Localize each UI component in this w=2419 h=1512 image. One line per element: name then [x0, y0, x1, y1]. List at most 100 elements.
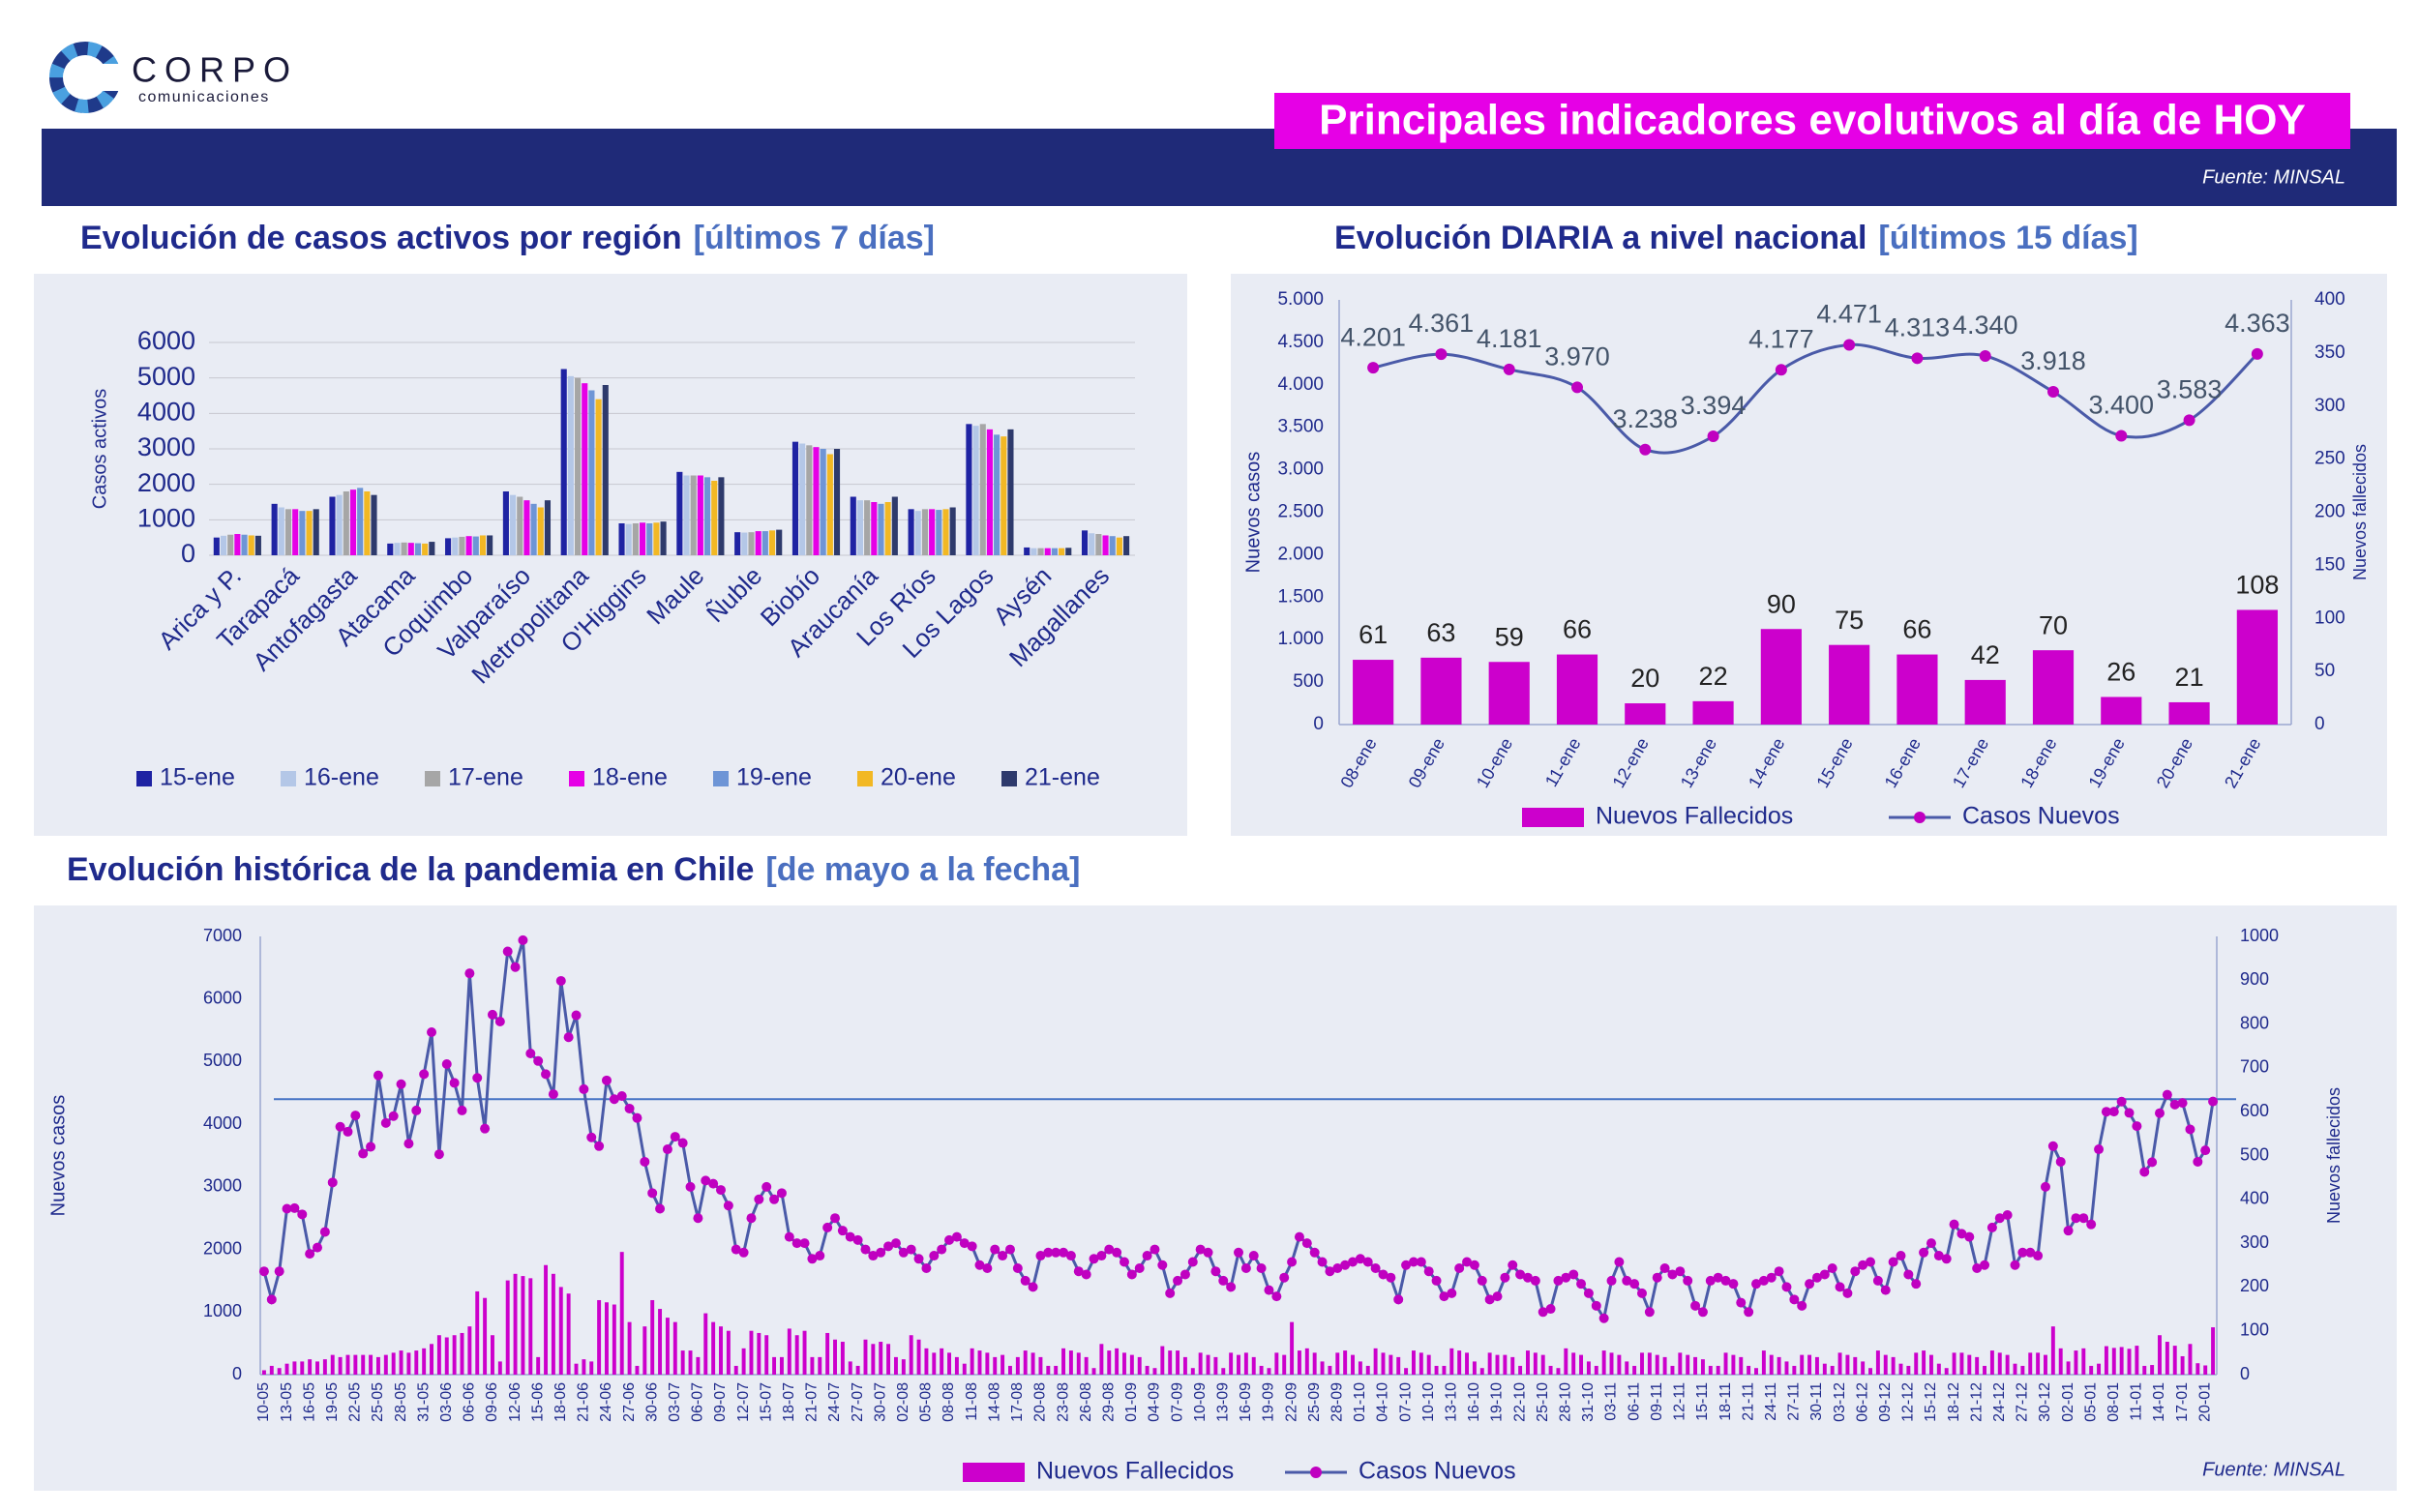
bar: [1914, 1352, 1919, 1375]
bar: [1065, 548, 1072, 555]
bar: [1054, 1365, 1059, 1375]
bar: [612, 1304, 616, 1375]
bar: [254, 535, 261, 555]
data-label: 21: [2175, 663, 2204, 692]
x-tick-label: 20-08: [1032, 1382, 1049, 1422]
marker: [822, 1222, 833, 1232]
marker: [1811, 1272, 1822, 1283]
bar: [802, 1330, 807, 1375]
bar: [762, 531, 768, 555]
marker: [1134, 1262, 1145, 1273]
marker: [1142, 1251, 1152, 1261]
marker: [1401, 1260, 1412, 1270]
bar: [764, 1335, 769, 1375]
bar: [1267, 1368, 1271, 1375]
y-axis-label: Nuevos casos: [47, 1095, 69, 1217]
bar: [1814, 1356, 1819, 1375]
bar: [1442, 1365, 1447, 1375]
y-tick-label: 5000: [203, 1051, 242, 1070]
marker: [274, 1266, 284, 1277]
x-tick-label: 15-07: [758, 1382, 774, 1422]
y-tick-label: 350: [2314, 342, 2345, 363]
marker: [2002, 1209, 2013, 1220]
bar: [1510, 1356, 1515, 1375]
marker: [2208, 1096, 2219, 1107]
y-tick-label: 3.000: [1277, 460, 1324, 480]
data-label: 4.177: [1748, 324, 1814, 353]
legend-label: Nuevos Fallecidos: [1036, 1458, 1234, 1485]
marker: [799, 1238, 810, 1249]
marker: [1378, 1269, 1389, 1280]
marker: [1240, 1262, 1251, 1273]
marker: [1522, 1272, 1533, 1283]
bar: [1123, 536, 1130, 555]
legend-swatch: [425, 771, 440, 786]
bar: [966, 424, 972, 555]
marker: [2251, 347, 2263, 360]
marker: [2185, 1124, 2195, 1135]
marker: [289, 1202, 300, 1213]
marker: [594, 1141, 605, 1151]
marker: [358, 1148, 369, 1159]
line: [1372, 342, 2258, 455]
marker: [1880, 1285, 1891, 1295]
marker: [1294, 1231, 1304, 1242]
marker: [1766, 1272, 1777, 1283]
x-tick-label: 24-06: [598, 1382, 614, 1422]
bar: [1556, 1368, 1561, 1375]
marker: [693, 1213, 703, 1224]
bar: [544, 500, 552, 555]
marker: [1561, 1272, 1571, 1283]
bar: [993, 1356, 998, 1375]
bar: [315, 1361, 319, 1375]
y-tick-label: 2000: [137, 468, 195, 497]
marker: [480, 1123, 491, 1134]
marker: [2055, 1156, 2066, 1167]
bar: [1046, 1365, 1051, 1375]
bar: [886, 1344, 891, 1375]
bar: [650, 1299, 655, 1375]
bar: [1465, 1352, 1469, 1375]
y-tick-label: 200: [2240, 1276, 2269, 1295]
data-label: 22: [1699, 662, 1728, 691]
bar: [1944, 1368, 1949, 1375]
bar: [1206, 1354, 1210, 1375]
bar: [711, 481, 718, 555]
y-tick-label: 1000: [203, 1301, 242, 1320]
x-tick-label: 21-12: [1968, 1382, 1985, 1422]
marker: [563, 1032, 574, 1043]
bar: [1411, 1350, 1416, 1375]
bar: [1107, 1350, 1112, 1375]
bar: [672, 1321, 677, 1375]
marker: [533, 1055, 544, 1066]
marker: [662, 1144, 672, 1155]
bar: [1754, 1368, 1758, 1375]
bar: [2081, 1348, 2086, 1375]
bar: [2032, 650, 2075, 725]
marker: [548, 1089, 558, 1100]
bar: [558, 1287, 563, 1375]
marker: [1051, 1247, 1061, 1258]
bar: [1700, 1359, 1705, 1375]
bar: [330, 1354, 335, 1375]
bar: [818, 1356, 822, 1375]
bar: [429, 542, 435, 555]
bar: [1297, 1350, 1301, 1375]
x-tick-label: 19-10: [1489, 1382, 1506, 1422]
marker: [1059, 1247, 1069, 1258]
bar: [646, 523, 653, 555]
data-label: 3.400: [2088, 391, 2154, 420]
x-tick-label: 23-08: [1055, 1382, 1071, 1422]
bar: [371, 494, 377, 555]
title-box: [1274, 93, 2350, 149]
bar: [1182, 1356, 1187, 1375]
bar: [306, 511, 313, 555]
x-tick-label: 03-11: [1603, 1382, 1620, 1421]
data-label: 66: [1563, 615, 1592, 644]
bar: [1089, 533, 1095, 555]
bar: [497, 1361, 502, 1375]
x-tick-label: 25-05: [370, 1382, 386, 1422]
bar: [810, 1356, 815, 1375]
bar: [248, 535, 254, 555]
marker: [1553, 1275, 1564, 1286]
